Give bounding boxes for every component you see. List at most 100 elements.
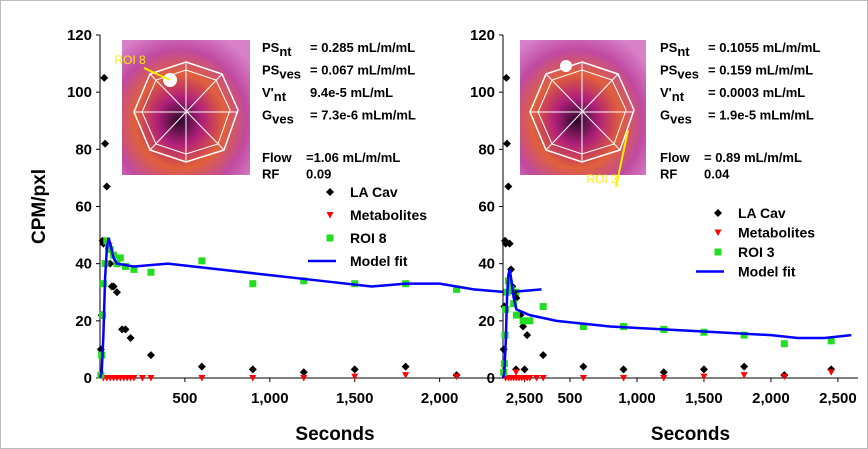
annotation-text: =1.06 mL/m/mL <box>306 150 400 165</box>
y-tick-label: 0 <box>487 370 495 387</box>
y-axis-label: CPM/pxl <box>29 169 50 244</box>
annotation-param: PS <box>262 63 280 78</box>
annotation-text: = 0.159 mL/m/mL <box>708 63 813 78</box>
figure: 0 20 40 60 80 100 120 500 1,000 1,500 2,000 2,500 CP… <box>0 0 868 449</box>
annotation: PSves = 0.159 mL/m/mL <box>660 63 813 82</box>
x-tick-label: 500 <box>172 390 197 407</box>
annotation-text: 0.04 <box>704 167 730 182</box>
legend-label: ROI 8 <box>350 230 387 246</box>
annotation-sub: nt <box>672 89 685 104</box>
point <box>579 363 587 371</box>
annotation-text: = 0.0003 mL/mL <box>708 85 805 100</box>
point <box>781 340 788 347</box>
annotation: Gves = 1.9e-5 mLm/mL <box>660 108 814 127</box>
point <box>781 374 788 381</box>
point <box>503 140 511 148</box>
series: Model fit <box>100 238 542 378</box>
annotation-text: = 0.1055 mL/m/mL <box>708 40 820 55</box>
annotation-sub: ves <box>677 67 699 82</box>
annotation: PSnt = 0.285 mL/m/mL <box>262 40 415 59</box>
x-tick-label: 1,500 <box>685 390 723 407</box>
annotation-param: Flow <box>262 150 292 165</box>
annotation-param: G <box>660 108 670 123</box>
model-line <box>503 269 851 378</box>
y-tick-label: 60 <box>75 199 92 216</box>
legend-label: Model fit <box>738 264 796 280</box>
annotation: V'nt = 0.0003 mL/mL <box>660 85 805 104</box>
y-tick-label: 100 <box>470 84 495 101</box>
point <box>351 365 359 373</box>
point <box>147 351 155 359</box>
point <box>521 365 529 373</box>
annotation-sub: ves <box>279 67 301 82</box>
x-axis-label: Seconds <box>651 424 730 445</box>
series: Metabolites <box>502 225 835 382</box>
annotation-param: V' <box>262 85 274 100</box>
legend-label: LA Cav <box>350 184 398 200</box>
annotation-param: RF <box>262 167 279 182</box>
point <box>714 209 722 217</box>
annotation-text: = 0.067 mL/m/mL <box>310 63 415 78</box>
point <box>513 312 520 319</box>
x-tick-label: 2,000 <box>421 390 459 407</box>
y-tick-label: 20 <box>478 313 495 330</box>
annotation-param: PS <box>660 63 678 78</box>
point <box>700 374 707 381</box>
legend-label: LA Cav <box>738 205 786 221</box>
annotation-text: = 1.9e-5 mLm/mL <box>708 108 814 123</box>
y-tick-label: 40 <box>478 256 495 273</box>
point <box>502 74 510 82</box>
annotation-param: G <box>262 108 272 123</box>
point <box>198 363 206 371</box>
annotation-param: V' <box>660 85 672 100</box>
y-tick-label: 80 <box>478 141 495 158</box>
annotation-text: = 0.285 mL/m/mL <box>310 40 415 55</box>
y-tick-label: 120 <box>470 27 495 44</box>
legend-label: Metabolites <box>738 225 815 241</box>
x-tick-label: 2,500 <box>506 390 544 407</box>
series: Model fit <box>503 264 851 379</box>
annotation-param: Flow <box>660 150 690 165</box>
annotation: PSnt= 0.1055 mL/m/mL <box>660 40 820 59</box>
point <box>103 182 111 190</box>
annotation: PSves = 0.067 mL/m/mL <box>262 63 415 82</box>
x-tick-label: 1,500 <box>336 390 374 407</box>
annotation-sub: nt <box>677 44 690 59</box>
legend-label: Metabolites <box>350 207 427 223</box>
point <box>715 249 722 256</box>
annotation-sub: ves <box>670 112 692 127</box>
annotation-text: 9.4e-5 mL/mL <box>310 85 393 100</box>
point <box>540 303 547 310</box>
point <box>147 269 154 276</box>
y-tick-label: 0 <box>84 370 92 387</box>
legend-label: ROI 3 <box>738 244 775 260</box>
point <box>326 188 334 196</box>
point <box>715 230 722 237</box>
point <box>740 363 748 371</box>
point <box>620 365 628 373</box>
y-tick-label: 40 <box>75 256 92 273</box>
annotation-sub: ves <box>272 112 294 127</box>
annotation-sub: nt <box>279 44 292 59</box>
inset-label: ROI 8 <box>114 53 146 67</box>
point <box>539 351 547 359</box>
y-tick-label: 20 <box>75 313 92 330</box>
annotation-text: = 7.3e-6 mLm/mL <box>310 108 416 123</box>
point <box>127 334 135 342</box>
annotation: Flow = 0.89 mL/m/mL <box>660 150 802 165</box>
annotation: V'nt 9.4e-5 mL/mL <box>262 85 393 104</box>
x-tick-label: 1,000 <box>618 390 656 407</box>
x-tick-label: 2,000 <box>752 390 790 407</box>
point <box>327 212 334 219</box>
annotation-text: = 0.89 mL/m/mL <box>704 150 802 165</box>
point <box>327 235 334 242</box>
x-axis-label: Seconds <box>295 424 374 445</box>
inset-label: ROI 3 <box>586 172 618 186</box>
point <box>513 369 520 376</box>
x-tick-label: 500 <box>557 390 582 407</box>
annotation-param: PS <box>262 40 280 55</box>
annotation-sub: nt <box>274 89 287 104</box>
point <box>100 74 108 82</box>
